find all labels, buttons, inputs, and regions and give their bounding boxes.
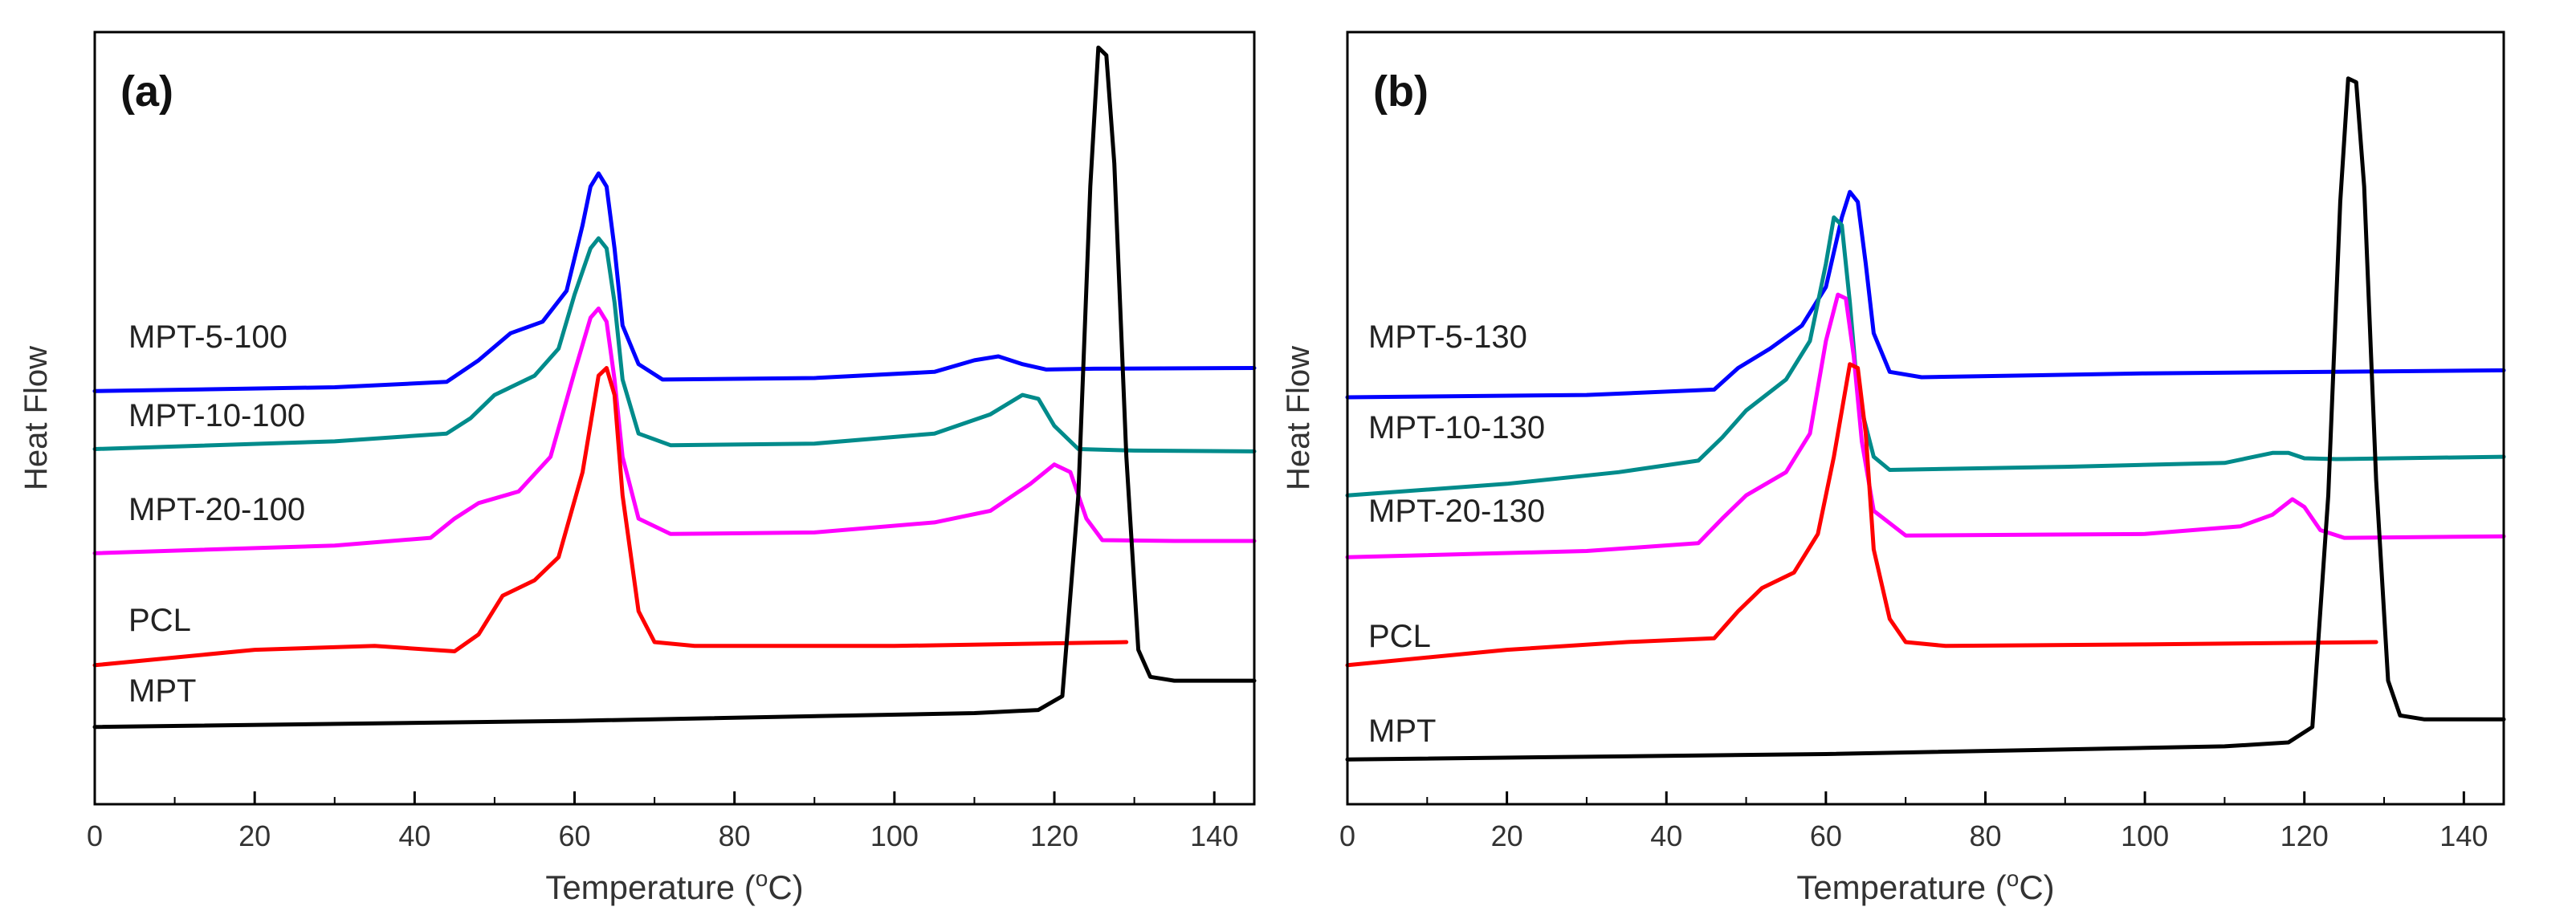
x-tick-label: 120 bbox=[2280, 819, 2329, 852]
series-line-pcl bbox=[92, 366, 1129, 668]
plot-frame bbox=[1346, 30, 2505, 806]
x-axis-label-prefix: Temperature ( bbox=[1796, 868, 2006, 906]
x-axis-label-suffix: C) bbox=[2019, 868, 2054, 906]
series-line-mpt-10-100 bbox=[92, 236, 1257, 453]
x-axis-label-sup: o bbox=[2007, 866, 2020, 891]
x-tick-label: 40 bbox=[1650, 819, 1682, 852]
series-line-mpt-5-100 bbox=[92, 171, 1257, 393]
x-tick-label: 0 bbox=[87, 819, 103, 852]
x-axis-label: Temperature (oC) bbox=[545, 866, 803, 906]
series-line-mpt bbox=[1345, 76, 2506, 762]
series-line-mpt-5-130 bbox=[1345, 189, 2506, 400]
x-tick-label: 140 bbox=[1190, 819, 1238, 852]
x-tick-label: 40 bbox=[398, 819, 430, 852]
series-label-mpt-20-130: MPT-20-130 bbox=[1368, 494, 1545, 529]
x-tick-label: 20 bbox=[238, 819, 271, 852]
series-label-mpt: MPT bbox=[128, 673, 196, 709]
series-label-mpt-10-130: MPT-10-130 bbox=[1368, 410, 1545, 445]
series-line-mpt bbox=[92, 45, 1257, 730]
y-axis-label: Heat Flow bbox=[1281, 346, 1316, 490]
series-line-mpt-10-130 bbox=[1345, 215, 2506, 498]
x-tick-label: 140 bbox=[2439, 819, 2488, 852]
series-label-mpt-20-100: MPT-20-100 bbox=[128, 492, 305, 527]
x-tick-label: 0 bbox=[1339, 819, 1355, 852]
x-tick-label: 60 bbox=[558, 819, 590, 852]
series-line-mpt-20-100 bbox=[92, 306, 1257, 555]
panel-a: 0 20 40 60 80 100 120 140 Temperature (oC) Heat F… bbox=[18, 30, 1257, 906]
plot-frame bbox=[93, 30, 1256, 806]
panel-b: 0 20 40 60 80 100 120 140 Temperature (oC) Heat F… bbox=[1281, 30, 2506, 906]
x-tick-label: 20 bbox=[1491, 819, 1523, 852]
x-tick-label: 100 bbox=[2121, 819, 2169, 852]
x-tick-label: 80 bbox=[1969, 819, 2001, 852]
x-axis-label-suffix: C) bbox=[768, 868, 803, 906]
series-line-mpt-20-130 bbox=[1345, 292, 2506, 559]
series-label-mpt-5-100: MPT-5-100 bbox=[128, 319, 287, 355]
x-tick-label: 60 bbox=[1810, 819, 1842, 852]
panel-label: (b) bbox=[1373, 67, 1429, 116]
x-axis-label: Temperature (oC) bbox=[1796, 866, 2054, 906]
series-label-pcl: PCL bbox=[1368, 619, 1431, 654]
x-tick-label: 120 bbox=[1030, 819, 1078, 852]
series-label-mpt-10-100: MPT-10-100 bbox=[128, 398, 305, 433]
panel-label: (a) bbox=[120, 67, 173, 116]
series-label-pcl: PCL bbox=[128, 603, 191, 638]
x-axis-label-sup: o bbox=[756, 866, 768, 891]
x-tick-label: 80 bbox=[719, 819, 751, 852]
series-line-pcl bbox=[1345, 362, 2378, 668]
x-axis-label-prefix: Temperature ( bbox=[545, 868, 755, 906]
y-axis-label: Heat Flow bbox=[18, 346, 54, 490]
x-tick-label: 100 bbox=[870, 819, 919, 852]
series-label-mpt-5-130: MPT-5-130 bbox=[1368, 319, 1527, 355]
series-label-mpt: MPT bbox=[1368, 714, 1436, 749]
